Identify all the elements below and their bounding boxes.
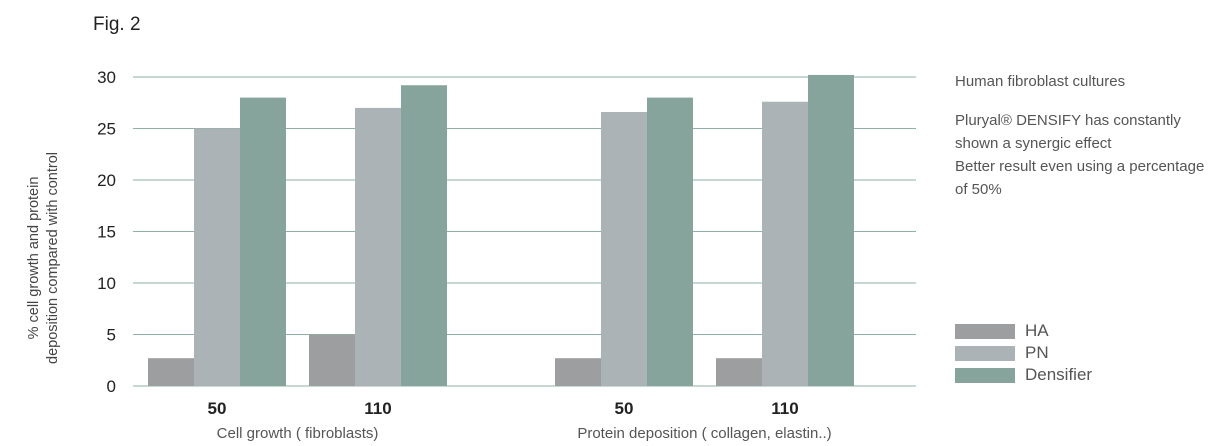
- y-tick-label: 0: [107, 377, 116, 396]
- x-axis-ticks: 50 110 Cell growth ( fibroblasts) 50 110 Prot…: [208, 399, 832, 442]
- y-tick-label: 30: [97, 68, 116, 87]
- legend: HA PN Densifier: [955, 320, 1092, 386]
- bars: [148, 74, 854, 387]
- y-tick-label: 5: [107, 326, 116, 345]
- y-tick-label: 25: [97, 120, 116, 139]
- legend-swatch-pn: [955, 345, 1015, 361]
- figure-label: Fig. 2: [93, 14, 141, 35]
- y-axis-label-line: deposition compared with control: [45, 152, 61, 364]
- y-axis-label: % cell growth and protein deposition comp…: [26, 152, 61, 364]
- y-tick-label: 20: [97, 171, 116, 190]
- legend-swatch-ha: [955, 323, 1015, 339]
- legend-item-ha: HA: [955, 320, 1092, 342]
- bar-densifier-50: [647, 97, 693, 386]
- x-tick-label: 50: [615, 399, 634, 418]
- legend-swatch-densifier: [955, 367, 1015, 383]
- group-label: Cell growth ( fibroblasts): [217, 425, 379, 442]
- legend-label-densifier: Densifier: [1025, 365, 1093, 384]
- bar-ha-50: [148, 358, 194, 386]
- legend-label-ha: HA: [1025, 321, 1049, 340]
- bar-pn-50: [601, 112, 647, 387]
- bar-ha-110: [716, 358, 762, 386]
- group-label: Protein deposition ( collagen, elastin..…: [577, 425, 831, 442]
- side-notes: Human fibroblast cultures Pluryal® DENSI…: [955, 70, 1217, 201]
- notes-heading: Human fibroblast cultures: [955, 73, 1126, 90]
- bar-densifier-110: [401, 85, 447, 387]
- note-line: Pluryal® DENSIFY has constantly shown a …: [955, 112, 1181, 152]
- x-tick-label: 50: [208, 399, 227, 418]
- x-tick-label: 110: [771, 399, 798, 418]
- y-axis-ticks: 0 5 10 15 20 25 30: [97, 68, 116, 396]
- y-axis-label-line: % cell growth and protein: [26, 177, 42, 340]
- bar-pn-110: [355, 107, 401, 387]
- bar-pn-50: [194, 128, 240, 386]
- legend-item-densifier: Densifier: [955, 364, 1092, 386]
- bar-pn-110: [762, 101, 808, 386]
- legend-label-pn: PN: [1025, 343, 1049, 362]
- y-tick-label: 15: [97, 223, 116, 242]
- y-tick-label: 10: [97, 274, 116, 293]
- legend-item-pn: PN: [955, 342, 1092, 364]
- bar-ha-110: [309, 334, 355, 386]
- x-tick-label: 110: [364, 399, 391, 418]
- bar-ha-50: [555, 358, 601, 386]
- bar-densifier-110: [808, 74, 854, 386]
- bar-densifier-50: [240, 97, 286, 386]
- note-line: Better result even using a percentage of…: [955, 158, 1205, 198]
